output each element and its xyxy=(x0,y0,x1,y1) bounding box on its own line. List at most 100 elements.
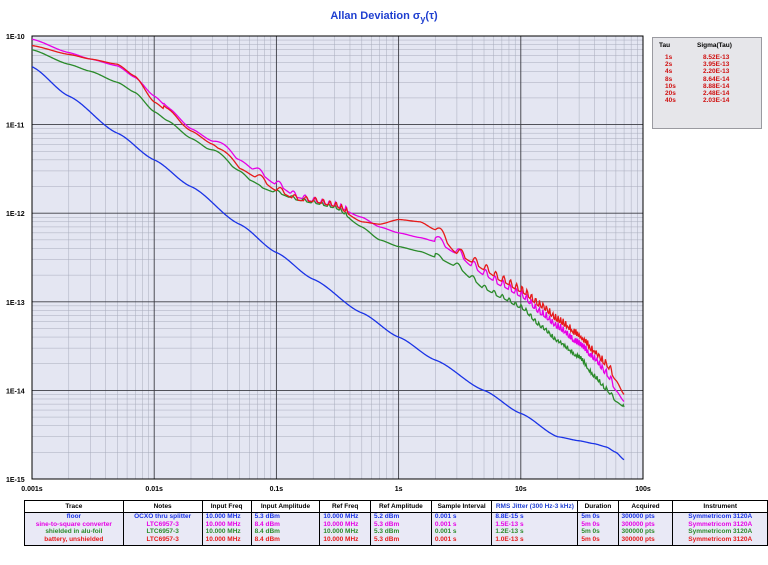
info-cell: 5.3 dBm xyxy=(369,528,432,536)
info-header-cell: Input Amplitude xyxy=(250,500,321,513)
info-cell: sine-to-square converter xyxy=(24,520,124,529)
info-cell: 0.001 s xyxy=(430,535,493,546)
y-tick-label: 1E-12 xyxy=(6,211,25,218)
sigma-header: Sigma(Tau) xyxy=(697,42,732,49)
info-cell: 1.2E-13 s xyxy=(491,528,579,536)
info-cell: battery, unshielded xyxy=(24,535,124,546)
info-cell: 10.000 MHz xyxy=(201,512,252,521)
info-header-cell: Acquired xyxy=(617,500,674,513)
info-cell: 300000 pts xyxy=(617,512,674,521)
info-header-cell: Trace xyxy=(24,500,124,513)
floor-trace xyxy=(31,66,625,461)
trace-info-table: Trace Notes Input Freq Input Amplitude Ref F… xyxy=(24,500,768,546)
info-cell: 5.3 dBm xyxy=(369,520,432,529)
y-tick-label: 1E-11 xyxy=(6,123,24,130)
info-cell: Symmetricom 3120A xyxy=(672,520,768,529)
x-tick-label: 10s xyxy=(515,486,527,493)
battery-trace xyxy=(31,44,625,395)
sigma-row: 8s 8.64E-14 xyxy=(653,76,761,83)
info-header-cell: Duration xyxy=(577,500,619,513)
sigma-value: 2.48E-14 xyxy=(703,90,730,98)
sigma-value: 8.64E-14 xyxy=(703,75,730,83)
info-cell: 10.000 MHz xyxy=(201,520,252,529)
info-cell: 8.8E-15 s xyxy=(491,512,579,521)
info-header-cell: Notes xyxy=(122,500,203,513)
tau-value: 1s xyxy=(665,54,673,61)
info-cell: 10.000 MHz xyxy=(319,528,371,536)
tau-value: 8s xyxy=(665,75,673,83)
info-cell: Symmetricom 3120A xyxy=(672,535,768,546)
chart-title-tail: (τ) xyxy=(425,10,438,22)
tau-value: 20s xyxy=(665,90,676,98)
plot-frame xyxy=(31,35,644,480)
info-cell: 300000 pts xyxy=(617,520,674,529)
info-header-cell: Instrument xyxy=(672,500,768,513)
plot-area xyxy=(32,36,643,479)
info-cell: 10.000 MHz xyxy=(201,528,252,536)
chart-title-sub: y xyxy=(420,14,426,25)
chart-title-main: Allan Deviation σ xyxy=(330,10,421,22)
info-cell: 5.3 dBm xyxy=(369,535,432,546)
info-header-cell: Ref Freq xyxy=(319,500,371,513)
info-cell: Symmetricom 3120A xyxy=(672,512,768,521)
x-tick-label: 0.001s xyxy=(21,486,43,493)
tau-value: 40s xyxy=(665,97,676,105)
info-cell: 5.3 dBm xyxy=(250,512,321,521)
info-cell: 10.000 MHz xyxy=(319,512,371,521)
info-row: battery, unshielded LTC6957-3 10.000 MHz 8.… xyxy=(24,535,768,546)
sigma-row: 10s 8.88E-14 xyxy=(653,83,761,90)
x-tick-label: 100s xyxy=(635,486,651,493)
sigma-value: 2.20E-13 xyxy=(703,68,730,76)
allan-deviation-chart: 0.001s 0.01s 0.1s 1s 10s 100s 1E-10 1E-11 1E-12 1… xyxy=(6,34,651,493)
info-row: floor OCXO thru splitter 10.000 MHz 5.3 dBm… xyxy=(24,512,768,521)
info-cell: LTC6957-3 xyxy=(122,535,203,546)
info-cell: 0.001 s xyxy=(430,520,493,529)
x-tick-label: 0.1s xyxy=(270,486,284,493)
info-cell: 1.5E-13 s xyxy=(491,520,579,529)
info-header-cell: Ref Amplitude xyxy=(369,500,432,513)
info-cell: 300000 pts xyxy=(617,528,674,536)
info-cell: 10.000 MHz xyxy=(319,535,371,546)
sigma-value: 8.88E-14 xyxy=(703,82,730,90)
info-header-cell: Input Freq xyxy=(201,500,252,513)
tau-value: 4s xyxy=(665,68,673,76)
sigma-row: 2s 3.95E-13 xyxy=(653,61,761,68)
tau-header: Tau xyxy=(659,42,671,49)
info-cell: 8.4 dBm xyxy=(250,528,321,536)
sigma-panel-header: Tau Sigma(Tau) xyxy=(653,38,761,54)
sigma-value: 3.95E-13 xyxy=(703,61,730,69)
info-cell: floor xyxy=(24,512,124,521)
x-tick-label: 1s xyxy=(395,486,403,493)
info-cell: OCXO thru splitter xyxy=(122,512,203,521)
info-cell: 5.2 dBm xyxy=(369,512,432,521)
info-row: sine-to-square converter LTC6957-3 10.000 … xyxy=(24,520,768,529)
y-tick-label: 1E-10 xyxy=(6,34,25,41)
sigma-row: 1s 8.52E-13 xyxy=(653,54,761,61)
info-header-cell: RMS Jitter (300 Hz-3 kHz) xyxy=(491,500,579,513)
y-tick-label: 1E-13 xyxy=(6,300,25,307)
info-cell: 300000 pts xyxy=(617,535,674,546)
sigma-row: 20s 2.48E-14 xyxy=(653,90,761,97)
tau-value: 2s xyxy=(665,61,673,69)
info-table-header-row: Trace Notes Input Freq Input Amplitude Ref F… xyxy=(24,500,768,513)
info-cell: 10.000 MHz xyxy=(319,520,371,529)
sigma-rows: 1s 8.52E-13 2s 3.95E-13 4s 2.20E-13 8s 8.64E-14… xyxy=(653,54,761,104)
info-cell: Symmetricom 3120A xyxy=(672,528,768,536)
x-tick-label: 0.01s xyxy=(145,486,163,493)
info-cell: 5m 0s xyxy=(577,535,619,546)
info-cell: 5m 0s xyxy=(577,512,619,521)
info-row: shielded in alu-foil LTC6957-3 10.000 MHz 8… xyxy=(24,528,768,536)
info-cell: LTC6957-3 xyxy=(122,520,203,529)
info-cell: 5m 0s xyxy=(577,520,619,529)
sigma-tau-panel: Tau Sigma(Tau) 1s 8.52E-13 2s 3.95E-13 4s 2.2… xyxy=(652,37,762,129)
info-cell: 1.0E-13 s xyxy=(491,535,579,546)
info-cell: LTC6957-3 xyxy=(122,528,203,536)
sigma-row: 40s 2.03E-14 xyxy=(653,97,761,104)
info-cell: 8.4 dBm xyxy=(250,535,321,546)
info-header-cell: Sample Interval xyxy=(430,500,493,513)
sigma-value: 8.52E-13 xyxy=(703,54,730,61)
info-cell: 10.000 MHz xyxy=(201,535,252,546)
chart-title: Allan Deviation σy(τ) xyxy=(0,10,768,24)
info-table-body: floor OCXO thru splitter 10.000 MHz 5.3 dBm… xyxy=(24,512,768,546)
tau-value: 10s xyxy=(665,82,676,90)
